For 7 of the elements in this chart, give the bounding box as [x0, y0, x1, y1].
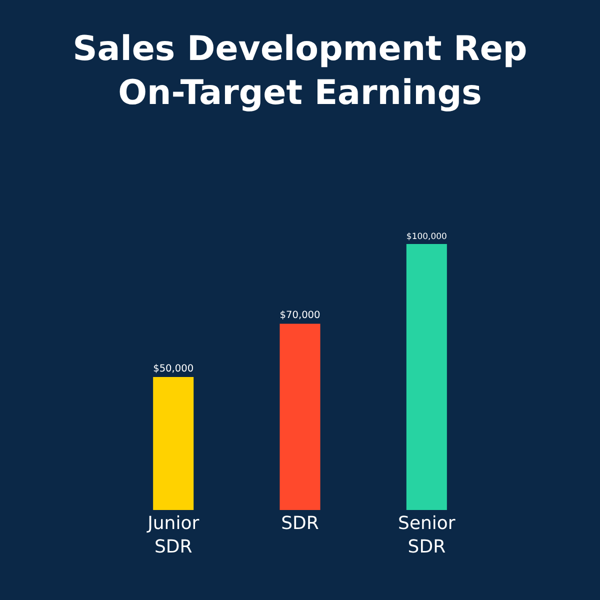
x-tick-label: Junior SDR	[146, 513, 200, 558]
chart-title: Sales Development Rep On-Target Earnings	[72, 29, 528, 114]
data-label: $70,000	[280, 310, 320, 322]
x-tick-label: Senior SDR	[398, 513, 456, 558]
data-label: $100,000	[406, 232, 447, 242]
data-label: $50,000	[153, 363, 194, 374]
x-tick-label: SDR	[281, 513, 319, 534]
